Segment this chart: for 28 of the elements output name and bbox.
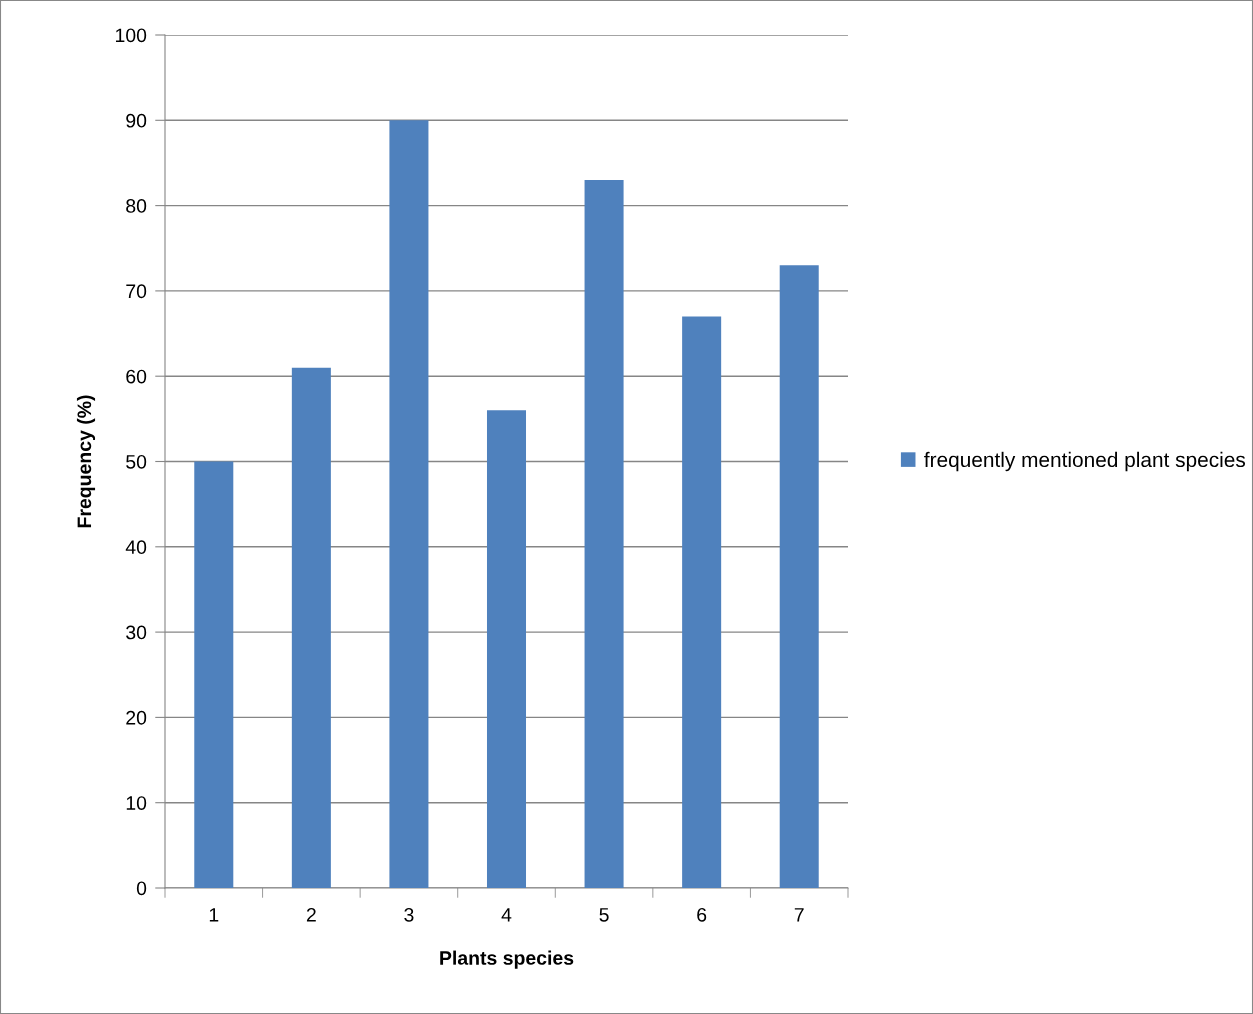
- x-tick-label: 6: [697, 907, 707, 922]
- y-tick-label: 10: [126, 796, 147, 810]
- y-axis-title: Frequency (%): [76, 395, 96, 528]
- y-tick-label: 60: [126, 369, 147, 384]
- legend-label: frequently mentioned plant species: [924, 451, 1246, 472]
- y-tick-label: 0: [136, 881, 147, 896]
- y-tick-label: 20: [126, 710, 147, 725]
- bar: [486, 410, 527, 888]
- x-tick-label: 2: [306, 907, 316, 922]
- bar: [194, 461, 234, 888]
- x-tick-label: 5: [599, 908, 609, 922]
- bar: [389, 120, 429, 888]
- x-tick-label: 3: [404, 907, 414, 922]
- y-tick-label: 100: [115, 28, 147, 43]
- y-tick-label: 90: [126, 113, 147, 128]
- y-tick-label: 80: [126, 199, 147, 213]
- x-tick-label: 4: [501, 908, 512, 922]
- y-tick-label: 30: [126, 625, 147, 640]
- y-tick-label: 70: [126, 284, 147, 299]
- bar: [682, 316, 722, 888]
- y-tick-label: 50: [126, 454, 147, 469]
- x-tick-label: 7: [794, 908, 804, 922]
- x-tick-label: 1: [209, 908, 219, 922]
- y-tick-label: 40: [125, 540, 147, 555]
- bar: [779, 265, 819, 888]
- bar: [584, 180, 624, 888]
- bar: [291, 367, 331, 888]
- x-axis-title: Plants species: [440, 950, 574, 969]
